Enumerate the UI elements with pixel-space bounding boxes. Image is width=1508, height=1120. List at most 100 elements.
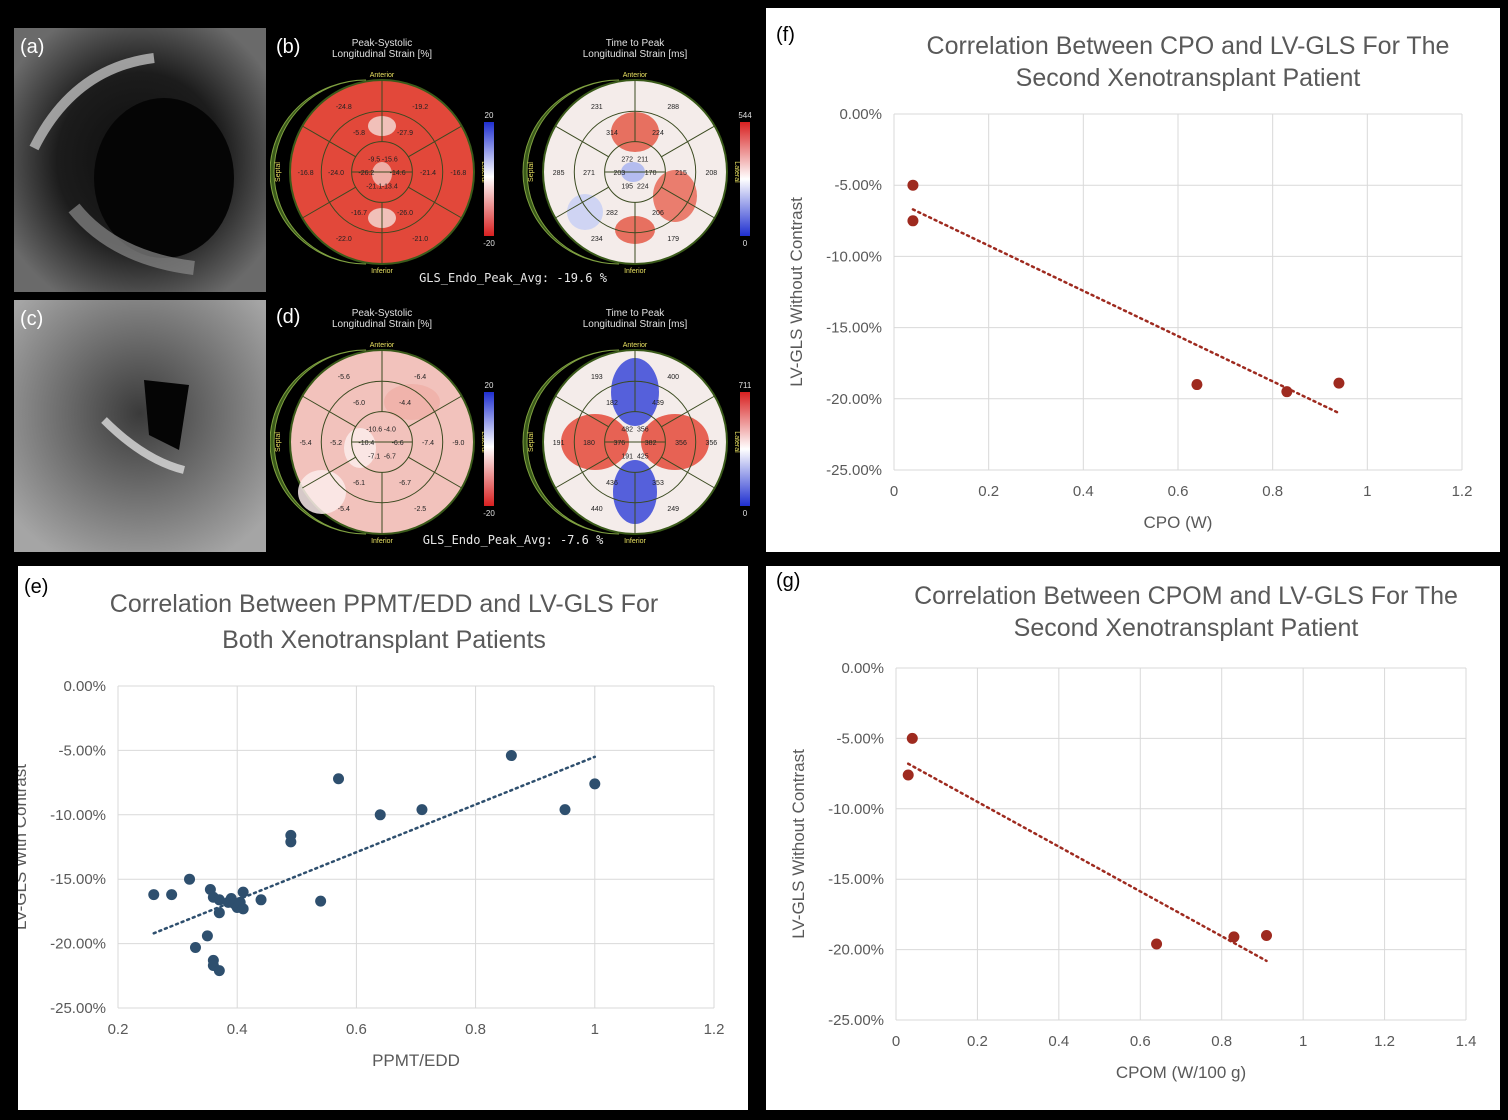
- gls-average-label: GLS_Endo_Peak_Avg: -7.6 %: [423, 533, 604, 547]
- bullseye-spoke: [555, 186, 609, 219]
- y-tick-label: -5.00%: [836, 730, 884, 747]
- segment-value: 439: [652, 400, 664, 407]
- segment-value: -5.8: [353, 130, 365, 137]
- trendline: [152, 755, 597, 935]
- segment-value: 353: [652, 480, 664, 487]
- y-tick-label: -10.00%: [50, 807, 106, 824]
- scatter-point: [213, 894, 225, 906]
- orientation-label: Inferior: [624, 538, 646, 545]
- scatter-point: [315, 895, 327, 907]
- chart-f-svg: Correlation Between CPO and LV-GLS For T…: [787, 32, 1473, 532]
- segment-value: -26.2: [358, 170, 374, 177]
- scatter-point: [285, 836, 297, 848]
- x-tick-label: 0.8: [1211, 1033, 1232, 1050]
- bullseye-title: Longitudinal Strain [ms]: [583, 49, 688, 60]
- x-tick-label: 0.6: [1168, 483, 1189, 500]
- x-tick-label: 1: [1299, 1033, 1307, 1050]
- segment-value: 193: [591, 374, 603, 381]
- chart-title-line: Correlation Between CPO and LV-GLS For T…: [927, 32, 1450, 60]
- color-scale-bar: [484, 122, 494, 236]
- strain-region: [384, 384, 440, 420]
- scatter-point: [907, 179, 919, 191]
- x-tick-label: 0.2: [967, 1033, 988, 1050]
- x-tick-label: 0.8: [1262, 483, 1283, 500]
- segment-value: 195: [621, 184, 633, 191]
- chart-g-svg: Correlation Between CPOM and LV-GLS For …: [789, 582, 1476, 1082]
- scatter-point: [201, 930, 213, 942]
- segment-value: 356: [637, 426, 649, 433]
- segment-value: -22.0: [336, 236, 352, 243]
- chart-title-line: Correlation Between PPMT/EDD and LV-GLS …: [110, 590, 658, 618]
- segment-value: 356: [706, 440, 718, 447]
- x-tick-label: 0.8: [465, 1021, 486, 1038]
- segment-value: 234: [591, 236, 603, 243]
- segment-value: -7.4: [422, 440, 434, 447]
- bullseye-title: Longitudinal Strain [ms]: [583, 319, 688, 330]
- scale-max-label: 711: [739, 381, 752, 390]
- bullseye-spoke: [661, 395, 715, 428]
- y-tick-label: -15.00%: [826, 320, 882, 337]
- x-tick-label: 1.2: [1452, 483, 1473, 500]
- chart-title-line: Second Xenotransplant Patient: [1014, 614, 1359, 642]
- segment-value: 224: [652, 130, 664, 137]
- segment-value: 191: [553, 440, 565, 447]
- segment-value: -21.4: [420, 170, 436, 177]
- y-tick-label: -25.00%: [828, 1012, 884, 1029]
- orientation-label: Septal: [528, 432, 535, 452]
- orientation-label: Lateral: [480, 431, 487, 453]
- segment-value: 180: [583, 440, 595, 447]
- scatter-point: [255, 894, 267, 906]
- color-scale-bar: [740, 392, 750, 506]
- bullseye-spoke: [555, 125, 609, 158]
- segment-value: 425: [637, 454, 649, 461]
- scatter-point: [1281, 386, 1293, 398]
- strain-region: [344, 428, 376, 468]
- segment-value: 376: [614, 440, 626, 447]
- bullseye-title: Time to Peak: [606, 308, 666, 319]
- chart-title-line: Second Xenotransplant Patient: [1016, 64, 1361, 92]
- scatter-point: [1228, 931, 1240, 943]
- panel-label-f: (f): [776, 24, 795, 46]
- ultrasound-image-a: [14, 28, 266, 292]
- segment-value: -7.1: [368, 454, 380, 461]
- y-tick-label: -10.00%: [828, 801, 884, 818]
- segment-value: 215: [675, 170, 687, 177]
- gls-average-label: GLS_Endo_Peak_Avg: -19.6 %: [419, 271, 608, 285]
- y-tick-label: -25.00%: [50, 1000, 106, 1017]
- segment-value: 249: [667, 506, 679, 513]
- bullseye-title: Longitudinal Strain [%]: [332, 319, 432, 330]
- bullseye-title: Peak-Systolic: [352, 38, 413, 49]
- bullseye-spoke: [408, 186, 462, 219]
- orientation-label: Inferior: [371, 538, 393, 545]
- scale-min-label: 0: [743, 239, 748, 248]
- strain-region: [653, 170, 697, 222]
- orientation-label: Anterior: [623, 342, 648, 349]
- chart-g: Correlation Between CPOM and LV-GLS For …: [766, 566, 1500, 1110]
- scatter-point: [906, 732, 918, 744]
- segment-value: -26.0: [397, 210, 413, 217]
- bullseye-spoke: [302, 456, 356, 489]
- segment-value: -19.2: [412, 104, 428, 111]
- scatter-point: [907, 215, 919, 227]
- segment-value: -21.0: [412, 236, 428, 243]
- bullseye-spoke: [661, 456, 715, 489]
- segment-value: 208: [706, 170, 718, 177]
- strain-region: [641, 414, 709, 470]
- y-tick-label: -20.00%: [826, 391, 882, 408]
- bullseye-spoke: [661, 125, 715, 158]
- panel-label-c: (c): [20, 308, 44, 330]
- orientation-label: Inferior: [624, 268, 646, 275]
- bullseye-panel-d: Peak-Systolic Longitudinal Strain [%] -5.6…: [270, 298, 764, 552]
- orientation-label: Anterior: [623, 72, 648, 79]
- bullseye-spoke: [555, 395, 609, 428]
- scatter-point: [213, 965, 225, 977]
- panel-label-d: (d): [276, 306, 301, 328]
- x-tick-label: 0: [890, 483, 898, 500]
- segment-value: -6.0: [353, 400, 365, 407]
- y-axis-label: LV-GLS Without Contrast: [789, 749, 808, 939]
- scatter-point: [416, 804, 428, 816]
- y-tick-label: -5.00%: [58, 742, 106, 759]
- x-tick-label: 0.6: [346, 1021, 367, 1038]
- segment-value: 211: [637, 156, 648, 163]
- scatter-point: [902, 769, 914, 781]
